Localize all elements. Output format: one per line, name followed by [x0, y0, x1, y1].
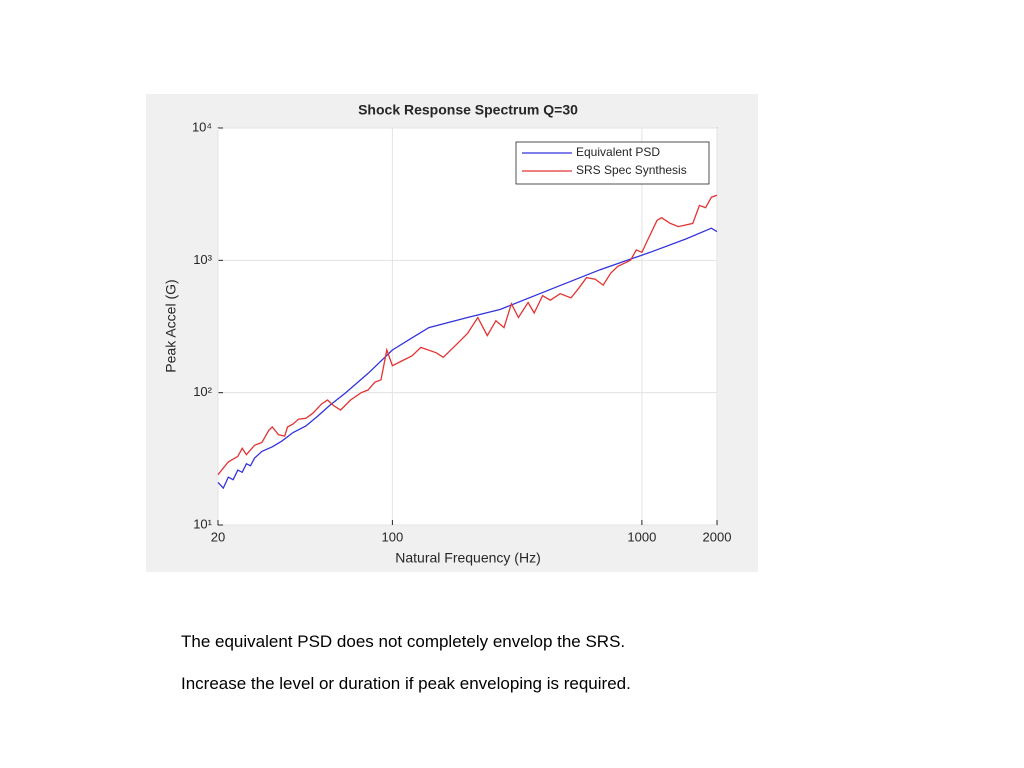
legend-box	[515, 141, 710, 185]
y-axis-label: Peak Accel (G)	[163, 279, 179, 372]
x-tick-label: 100	[382, 529, 404, 544]
data-line	[217, 194, 718, 476]
chart: Shock Response Spectrum Q=30 Natural Fre…	[146, 94, 758, 572]
y-tick-label: 10³	[193, 252, 212, 267]
caption: The equivalent PSD does not completely e…	[181, 632, 626, 651]
chart-title: Shock Response Spectrum Q=30	[358, 102, 578, 118]
x-tick-label: 20	[211, 529, 225, 544]
legend-label: SRS Spec Synthesis	[576, 163, 687, 177]
legend-label: Equivalent PSD	[576, 145, 660, 159]
y-tick-label: 10⁴	[192, 119, 212, 134]
y-tick-label: 10¹	[193, 516, 212, 531]
plot-area	[217, 127, 718, 526]
x-axis-label: Natural Frequency (Hz)	[395, 550, 541, 566]
x-tick-label: 2000	[703, 529, 732, 544]
data-line	[217, 227, 718, 490]
caption: Increase the level or duration if peak e…	[181, 674, 631, 693]
x-tick-label: 1000	[627, 529, 656, 544]
y-tick-label: 10²	[193, 384, 212, 399]
